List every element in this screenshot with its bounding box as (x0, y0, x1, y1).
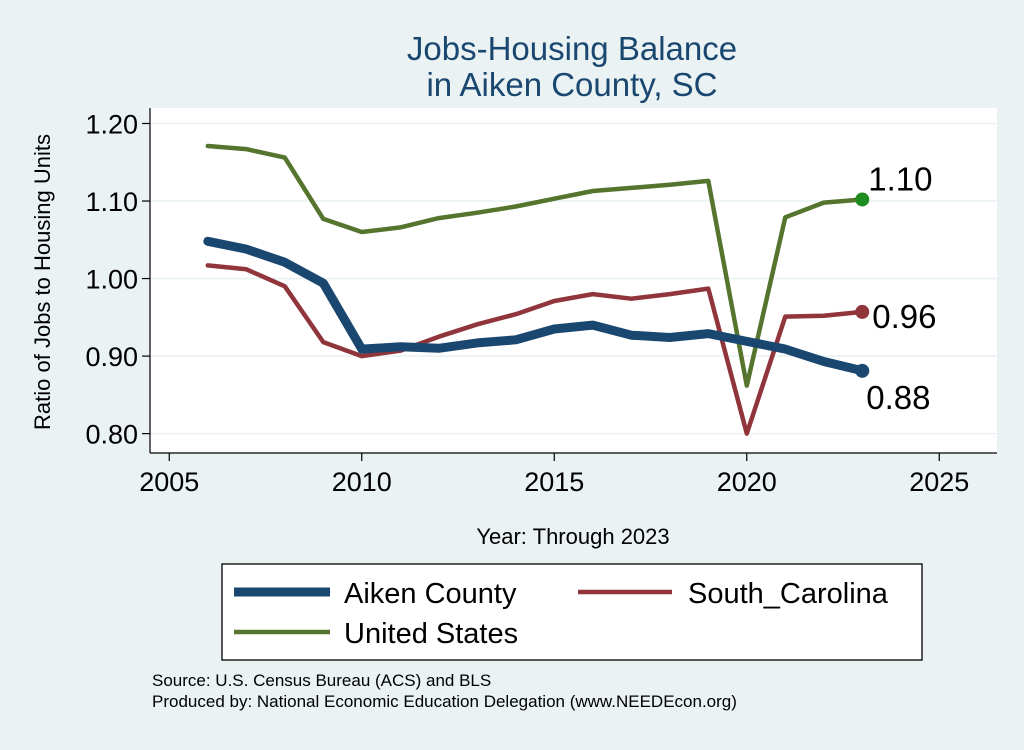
y-ticks: 0.80 0.90 1.00 1.10 1.20 (85, 110, 150, 450)
legend-label-aiken-county: Aiken County (344, 578, 517, 610)
x-tick-label: 2015 (524, 467, 584, 497)
legend: Aiken County South_Carolina United State… (221, 563, 923, 661)
x-tick-label: 2005 (139, 467, 199, 497)
y-tick-label: 1.20 (85, 110, 138, 140)
series-line-south-carolina (205, 263, 865, 436)
producer-note: Produced by: National Economic Education… (152, 692, 737, 711)
series-end-markers: 1.10 0.96 0.88 (855, 160, 936, 416)
source-note: Source: U.S. Census Bureau (ACS) and BLS (152, 671, 491, 690)
x-axis-label: Year: Through 2023 (476, 524, 669, 549)
end-label-united-states: 1.10 (868, 160, 932, 197)
end-marker-aiken-county (855, 363, 870, 378)
end-marker-south-carolina (855, 304, 870, 319)
chart-title-line-2: in Aiken County, SC (426, 66, 717, 103)
y-tick-label: 1.00 (85, 265, 138, 295)
series-lines (203, 143, 867, 436)
legend-label-south-carolina: South_Carolina (688, 578, 889, 610)
legend-label-united-states: United States (344, 618, 518, 650)
series-line-aiken-county (203, 236, 867, 376)
end-label-south-carolina: 0.96 (872, 298, 936, 335)
x-ticks: 2005 2010 2015 2020 2025 (139, 453, 969, 497)
gridlines (150, 122, 997, 435)
x-tick-label: 2020 (717, 467, 777, 497)
y-tick-label: 1.10 (85, 187, 138, 217)
series-line-united-states (205, 143, 865, 388)
legend-box (221, 563, 923, 661)
y-axis-label: Ratio of Jobs to Housing Units (30, 134, 55, 430)
end-marker-united-states (855, 192, 870, 207)
end-label-aiken-county: 0.88 (866, 379, 930, 416)
x-tick-label: 2010 (332, 467, 392, 497)
y-tick-label: 0.80 (85, 420, 138, 450)
x-tick-label: 2025 (909, 467, 969, 497)
y-tick-label: 0.90 (85, 342, 138, 372)
chart-title-line-1: Jobs-Housing Balance (407, 30, 737, 67)
